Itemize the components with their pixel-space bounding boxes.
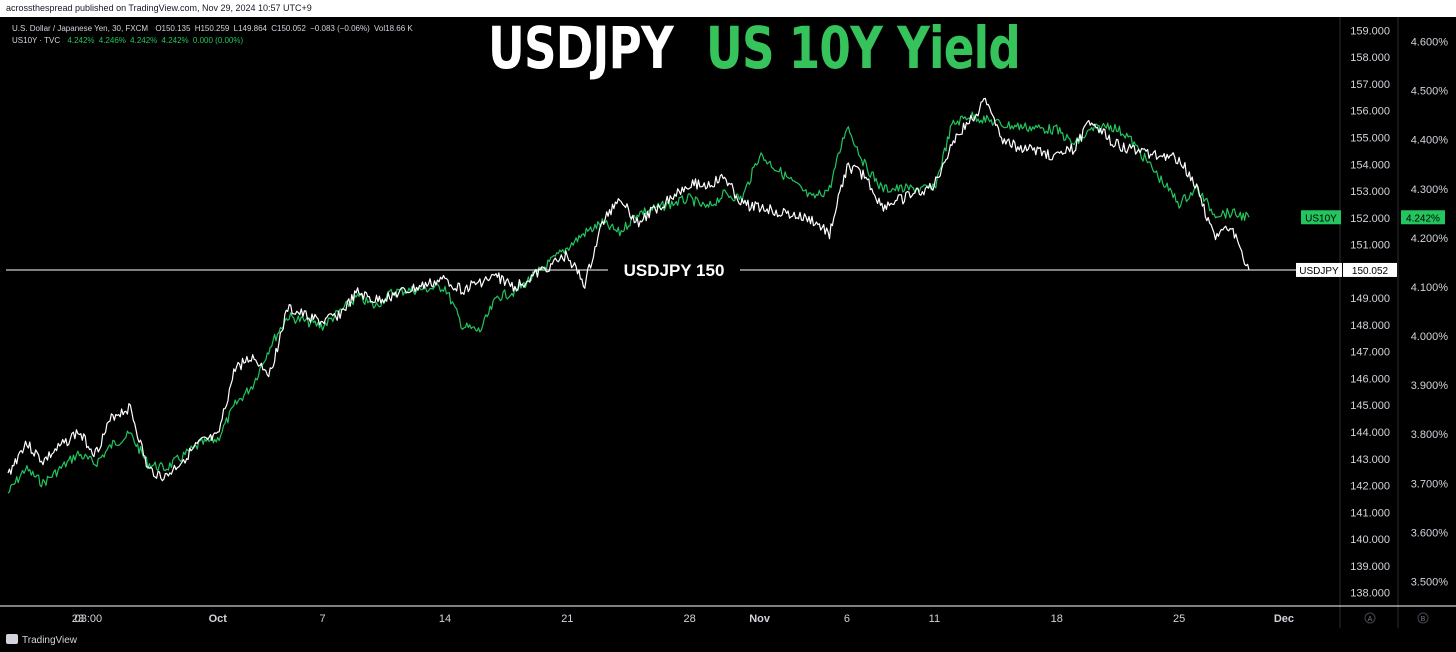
time-tick-label: Dec (1274, 613, 1294, 625)
legend-us10y-close: 4.242% (161, 36, 189, 45)
legend-usdjpy-change: −0.083 (−0.06%) (310, 24, 370, 33)
time-tick-label: Nov (749, 613, 771, 625)
yield-tick-label: 3.600% (1411, 527, 1449, 539)
time-tick-label: 18 (1051, 613, 1063, 625)
yield-tick-label: 4.500% (1411, 86, 1449, 98)
us10y-value-badge-label: 4.242% (1406, 213, 1440, 224)
price-tick-label: 142.000 (1350, 481, 1390, 493)
publisher-bar: acrossthespread published on TradingView… (0, 0, 1456, 17)
yield-tick-label: 4.400% (1411, 135, 1449, 147)
yield-tick-label: 4.100% (1411, 282, 1449, 294)
price-tick-label: 141.000 (1350, 507, 1390, 519)
tradingview-logo[interactable]: TradingView (6, 634, 77, 646)
tradingview-brand: TradingView (22, 635, 78, 646)
price-tick-label: 140.000 (1350, 534, 1390, 546)
legend-usdjpy-high: H150.259 (194, 24, 230, 33)
legend-us10y[interactable]: US10Y · TVC 4.242% 4.246% 4.242% 4.242% … (12, 36, 243, 45)
series-usdjpy-line[interactable] (7, 97, 1250, 482)
yield-tick-label: 3.900% (1411, 380, 1449, 392)
legend-us10y-change: 0.000 (0.00%) (192, 36, 244, 45)
axis-a-button[interactable] (1364, 612, 1376, 624)
price-tick-label: 156.000 (1350, 106, 1390, 118)
legend-us10y-high: 4.246% (98, 36, 126, 45)
us10y-name-badge-label: US10Y (1305, 213, 1337, 224)
legend-us10y-name: US10Y · TVC (12, 36, 61, 45)
time-tick-label: 21 (561, 613, 573, 625)
usdjpy-name-badge-label: USDJPY (1299, 266, 1339, 277)
time-tick-label: 23 (72, 613, 84, 625)
series-us10y-line[interactable] (7, 111, 1250, 494)
price-tick-label: 145.000 (1350, 400, 1390, 412)
reference-line-label: USDJPY 150 (624, 261, 725, 280)
time-tick-label: 14 (439, 613, 451, 625)
us10y-name-badge (1301, 210, 1341, 225)
legend-usdjpy-open: O150.135 (155, 24, 191, 33)
price-tick-label: 149.000 (1350, 293, 1390, 305)
price-tick-label: 157.000 (1350, 79, 1390, 91)
price-tick-label: 144.000 (1350, 427, 1390, 439)
yield-tick-label: 4.600% (1411, 37, 1449, 49)
legend-usdjpy-close: C150.052 (271, 24, 306, 33)
title-usdjpy: USDJPY (488, 14, 674, 82)
price-tick-label: 138.000 (1350, 588, 1390, 600)
yield-tick-label: 3.800% (1411, 429, 1449, 441)
price-tick-label: 146.000 (1350, 373, 1390, 385)
label-layer: USDJPY 150 US10Y 4.242% USDJPY 150.052 A B (6, 210, 1445, 624)
usdjpy-name-badge (1296, 262, 1342, 277)
legend-us10y-low: 4.242% (130, 36, 158, 45)
yield-tick-label: 4.000% (1411, 331, 1449, 343)
price-tick-label: 159.000 (1350, 25, 1390, 37)
legend-usdjpy-low: L149.864 (233, 24, 267, 33)
legend-usdjpy[interactable]: U.S. Dollar / Japanese Yen, 30, FXCM O15… (12, 24, 413, 33)
axes-layer: 159.000 158.000 157.000 156.000 155.000 154.0… (0, 17, 1456, 628)
yield-tick-label: 4.300% (1411, 184, 1449, 196)
usdjpy-value-badge-label: 150.052 (1352, 266, 1389, 277)
yield-tick-label: 3.700% (1411, 478, 1449, 490)
usdjpy-value-badge (1343, 262, 1397, 277)
legend-usdjpy-volume: Vol18.66 K (374, 24, 413, 33)
time-tick-label: Oct (209, 613, 228, 625)
time-tick-label: 6 (844, 613, 850, 625)
price-tick-label: 139.000 (1350, 561, 1390, 573)
title-us10y: US 10Y Yield (706, 14, 1021, 82)
price-tick-label: 154.000 (1350, 159, 1390, 171)
yield-tick-label: 3.500% (1411, 576, 1449, 588)
series-layer (7, 97, 1250, 494)
time-tick-label: 25 (1173, 613, 1185, 625)
publisher-text: acrossthespread published on TradingView… (6, 3, 312, 13)
yield-tick-label: 4.200% (1411, 233, 1449, 245)
axis-b-button[interactable] (1417, 612, 1429, 624)
time-tick-label: 7 (320, 613, 326, 625)
price-tick-label: 151.000 (1350, 240, 1390, 252)
time-tick-label: 28 (684, 613, 696, 625)
axis-b-button-label: B (1421, 616, 1426, 623)
us10y-value-badge (1401, 210, 1445, 225)
price-tick-label: 148.000 (1350, 320, 1390, 332)
axis-a-button-label: A (1368, 616, 1373, 623)
price-tick-label: 153.000 (1350, 186, 1390, 198)
legend-us10y-open: 4.242% (67, 36, 95, 45)
time-tick-label: 11 (929, 613, 940, 625)
price-tick-label: 155.000 (1350, 132, 1390, 144)
price-tick-label: 152.000 (1350, 213, 1390, 225)
price-tick-label: 147.000 (1350, 347, 1390, 359)
price-tick-label: 143.000 (1350, 454, 1390, 466)
price-tick-label: 158.000 (1350, 52, 1390, 64)
time-tick-label: 03:00 (75, 613, 103, 625)
tradingview-icon (6, 634, 18, 644)
legend-usdjpy-name: U.S. Dollar / Japanese Yen, 30, FXCM (12, 24, 149, 33)
